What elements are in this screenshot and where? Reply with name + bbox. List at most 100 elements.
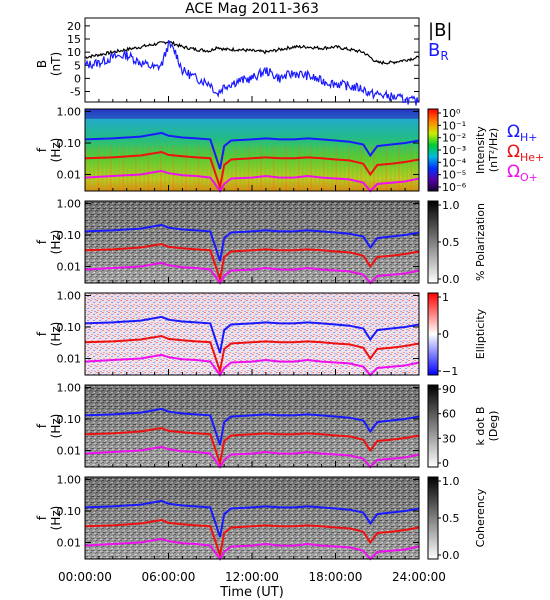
intensity-stripe: [289, 145, 292, 191]
intensity-stripe: [93, 145, 95, 191]
intensity-stripe: [327, 145, 329, 191]
intensity-stripe: [130, 145, 133, 191]
intensity-stripe: [406, 145, 408, 191]
spectrogram-panel-3: 1.00 0.10 0.01 f (Hz) 1 0 −1 Ellipticity: [35, 289, 487, 378]
intensity-stripe: [172, 145, 175, 191]
spectrogram-texture: [85, 477, 419, 559]
intensity-stripe: [381, 145, 383, 191]
freq-tick-label: 0.10: [57, 229, 82, 242]
gyro-line-ΩH+: [84, 315, 420, 354]
freq-tick-label: 1.00: [57, 473, 82, 486]
colorbar-label-line1: Ellipticity: [474, 308, 487, 359]
intensity-stripe: [393, 145, 396, 191]
gyrofrequency-legend: ΩH+ΩHe+ΩO+: [507, 122, 544, 184]
intensity-stripe: [160, 145, 162, 191]
y-tick-label: 15: [67, 33, 81, 46]
freq-axis-label-top: f: [35, 423, 49, 428]
intensity-stripe: [243, 145, 246, 191]
magnetic-field-ylabel-bottom: (nT): [49, 52, 63, 76]
y-tick-label: 10: [67, 46, 81, 59]
intensity-stripe: [114, 145, 116, 191]
intensity-stripe: [331, 145, 333, 191]
colorbar-tick-label: 90: [442, 383, 456, 396]
freq-tick-label: 0.10: [57, 137, 82, 150]
spectrogram-panel-5: 1.00 0.10 0.01 f (Hz) 1.0 0.5 0.0 Coherency: [35, 473, 487, 562]
intensity-stripe: [239, 145, 241, 191]
freq-axis-label-top: f: [35, 331, 49, 336]
colorbar-label-line1: % Polarization: [474, 203, 487, 281]
colorbar-tick-label: 10⁻¹: [442, 119, 466, 132]
legend-b-magnitude: |B|: [428, 20, 452, 41]
y-tick-label: -5: [70, 86, 81, 99]
intensity-stripe: [214, 145, 216, 191]
intensity-stripe: [235, 145, 237, 191]
freq-tick-label: 1.00: [57, 105, 82, 118]
intensity-stripe: [193, 145, 196, 191]
colorbar-tick-label: 10⁻⁵: [442, 169, 466, 182]
intensity-stripe: [339, 145, 342, 191]
intensity-stripe: [348, 145, 350, 191]
magnetic-field-ylabel-top: B: [35, 60, 49, 68]
x-tick-label: 24:00:00: [392, 570, 446, 584]
intensity-stripe: [247, 145, 250, 191]
intensity-stripe: [314, 145, 317, 191]
intensity-stripe: [256, 145, 258, 191]
intensity-stripe: [143, 145, 145, 191]
intensity-stripe: [343, 145, 346, 191]
colorbar-label-line1: Coherency: [474, 488, 487, 547]
intensity-stripe: [335, 145, 337, 191]
spectrogram-panel-4: 1.00 0.10 0.01 f (Hz) 90 60 30 0 k dot B (Deg): [35, 381, 500, 470]
intensity-stripe: [356, 145, 358, 191]
intensity-stripe: [306, 145, 308, 191]
intensity-stripe: [139, 145, 141, 191]
freq-tick-label: 0.01: [57, 537, 82, 550]
colorbar-tick-label: 10⁻⁶: [442, 181, 467, 194]
gyro-line-ΩH+: [84, 407, 420, 446]
intensity-stripe: [260, 145, 262, 191]
freq-axis-label-bottom: (Hz): [49, 230, 63, 255]
colorbar: [427, 200, 439, 284]
freq-axis-label-bottom: (Hz): [49, 138, 63, 163]
intensity-stripe: [101, 145, 104, 191]
gyro-line-ΩHe+: [84, 242, 420, 284]
colorbar-tick-label: 1: [442, 291, 449, 304]
colorbar-tick-label: −1: [442, 365, 458, 378]
x-tick-label: 06:00:00: [142, 570, 196, 584]
intensity-stripe: [185, 145, 187, 191]
intensity-stripe: [201, 145, 204, 191]
intensity-stripe: [385, 145, 388, 191]
gyro-line-ΩH+: [84, 131, 420, 170]
colorbar-tick-label: 0: [442, 328, 449, 341]
intensity-stripe: [414, 145, 417, 191]
chart-title: ACE Mag 2011-363: [185, 1, 319, 17]
b-radial-line: [84, 39, 420, 106]
gyro-line-ΩH+: [84, 499, 420, 538]
freq-axis-label-top: f: [35, 515, 49, 520]
intensity-stripe: [147, 145, 150, 191]
spectrogram-texture: [85, 293, 419, 375]
intensity-stripe: [206, 145, 208, 191]
intensity-stripe: [277, 145, 279, 191]
intensity-stripe: [189, 145, 191, 191]
freq-tick-label: 0.01: [57, 261, 82, 274]
colorbar-tick-label: 1.0: [442, 199, 460, 212]
intensity-stripe: [352, 145, 354, 191]
intensity-stripe: [252, 145, 254, 191]
intensity-stripe: [322, 145, 325, 191]
intensity-stripe: [226, 145, 229, 191]
gyro-line-ΩH+: [84, 223, 420, 262]
intensity-stripe: [135, 145, 137, 191]
intensity-stripe: [197, 145, 200, 191]
intensity-stripe: [398, 145, 400, 191]
colorbar-tick-label: 10⁰: [442, 107, 461, 120]
intensity-stripe: [268, 145, 271, 191]
intensity-stripe: [264, 145, 267, 191]
gyro-legend-He+: ΩHe+: [507, 142, 544, 164]
freq-axis-label-bottom: (Hz): [49, 322, 63, 347]
colorbar: [427, 108, 439, 192]
gyro-line-ΩHe+: [84, 518, 420, 560]
colorbar-tick-label: 0: [442, 457, 449, 470]
intensity-stripe: [285, 145, 287, 191]
